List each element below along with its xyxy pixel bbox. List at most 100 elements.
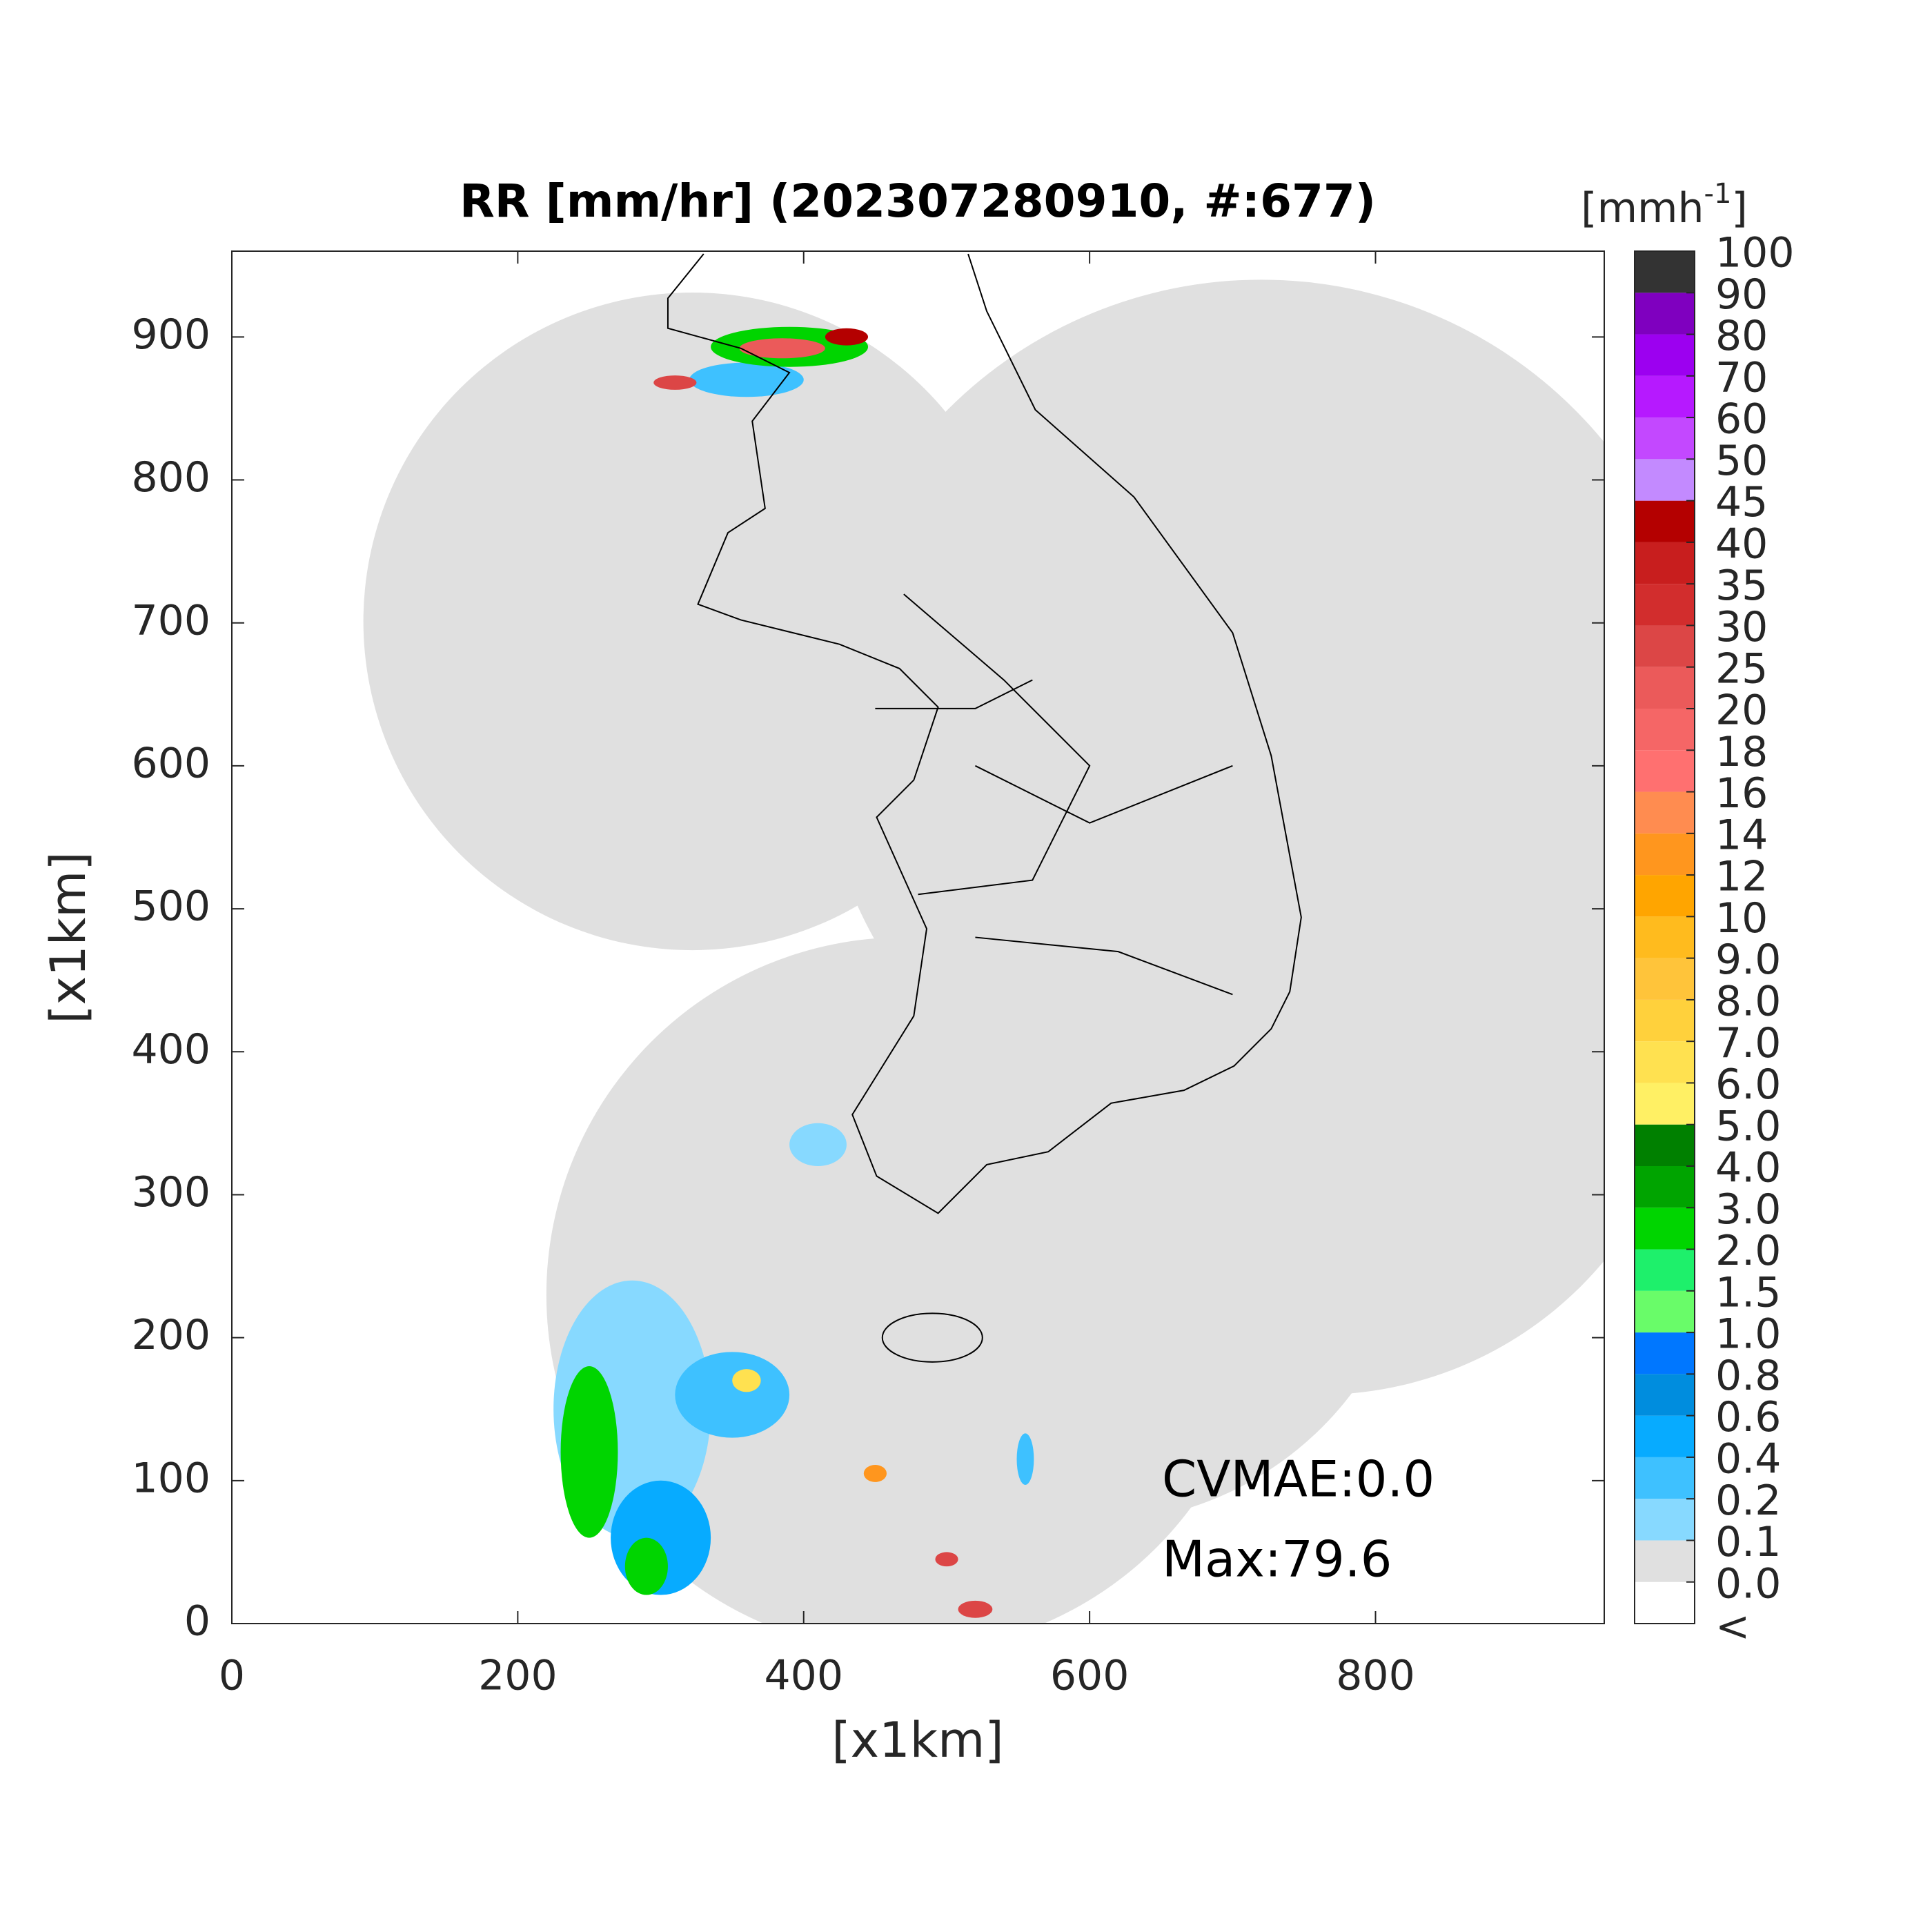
colorbar-label: 0.0 — [1715, 1559, 1781, 1608]
colorbar-segment — [1635, 1415, 1695, 1457]
y-tick-label: 600 — [131, 739, 210, 787]
colorbar-label: 9.0 — [1715, 936, 1781, 984]
colorbar-segment — [1635, 1581, 1695, 1624]
colorbar-label: 14 — [1715, 811, 1768, 859]
colorbar-segment — [1635, 833, 1695, 876]
colorbar-segment — [1635, 958, 1695, 1000]
x-tick-label: 800 — [1336, 1652, 1415, 1700]
colorbar-segment — [1635, 667, 1695, 709]
colorbar-segment — [1635, 1540, 1695, 1582]
colorbar-segment — [1635, 500, 1695, 542]
colorbar-segment — [1635, 1332, 1695, 1374]
y-tick-label: 100 — [131, 1454, 210, 1502]
y-tick-label: 800 — [131, 453, 210, 502]
colorbar-label: 100 — [1715, 229, 1795, 277]
colorbar-label: 35 — [1715, 562, 1768, 610]
colorbar-unit: [mmh-1] — [1581, 178, 1748, 233]
y-axis-label: [x1km] — [40, 851, 97, 1023]
unit-close: ] — [1731, 184, 1747, 233]
colorbar-label: 90 — [1715, 270, 1768, 319]
colorbar-segment — [1635, 584, 1695, 626]
y-tick-label: 900 — [131, 310, 210, 359]
colorbar-label: 70 — [1715, 353, 1768, 402]
x-tick-label: 400 — [764, 1652, 843, 1700]
colorbar-segment — [1635, 293, 1695, 335]
colorbar-segment — [1635, 375, 1695, 418]
colorbar-segment — [1635, 791, 1695, 834]
radar-coverage — [363, 279, 1604, 1624]
colorbar-label: 0.4 — [1715, 1435, 1781, 1483]
colorbar-label: 0.2 — [1715, 1477, 1781, 1525]
colorbar-segment — [1635, 1374, 1695, 1416]
annotation: Max:79.6 — [1162, 1530, 1392, 1588]
x-tick-label: 200 — [478, 1652, 558, 1700]
unit-exponent: -1 — [1704, 178, 1732, 210]
colorbar-segment — [1635, 916, 1695, 958]
colorbar-label: 5.0 — [1715, 1102, 1781, 1150]
colorbar-segment — [1635, 417, 1695, 460]
colorbar-frame — [1634, 250, 1695, 1624]
colorbar-label: 1.0 — [1715, 1310, 1781, 1359]
colorbar-label: 25 — [1715, 644, 1768, 693]
unit-base: [mmh — [1581, 184, 1704, 233]
colorbar-label: 1.5 — [1715, 1268, 1781, 1317]
colorbar-label: 12 — [1715, 853, 1768, 901]
colorbar-label: 16 — [1715, 769, 1768, 818]
plot-frame — [231, 250, 1605, 1624]
colorbar-label: 20 — [1715, 687, 1768, 735]
y-tick-label: 400 — [131, 1025, 210, 1074]
colorbar-segment — [1635, 459, 1695, 501]
x-tick-label: 0 — [219, 1652, 245, 1700]
colorbar-label: 0.6 — [1715, 1393, 1781, 1441]
colorbar-segment — [1635, 1499, 1695, 1541]
y-tick-label: 500 — [131, 883, 210, 931]
colorbar-segment — [1635, 1208, 1695, 1250]
y-tick-label: 700 — [131, 596, 210, 644]
colorbar-label: 0.8 — [1715, 1352, 1781, 1400]
y-tick-label: 200 — [131, 1311, 210, 1359]
chart-title: RR [mm/hr] (202307280910, #:677) — [460, 175, 1376, 228]
annotation: CVMAE:0.0 — [1162, 1450, 1435, 1508]
colorbar-segment — [1635, 1249, 1695, 1291]
coastline — [668, 254, 1301, 1362]
y-tick-label: 300 — [131, 1168, 210, 1216]
colorbar-label: 30 — [1715, 603, 1768, 651]
colorbar-label: 80 — [1715, 312, 1768, 360]
colorbar-label: 18 — [1715, 728, 1768, 776]
colorbar-segment — [1635, 1083, 1695, 1125]
colorbar-label: 50 — [1715, 437, 1768, 485]
colorbar-segment — [1635, 1041, 1695, 1083]
colorbar-segment — [1635, 709, 1695, 751]
colorbar-label: 0.1 — [1715, 1518, 1781, 1566]
colorbar-label: 3.0 — [1715, 1185, 1781, 1234]
colorbar-label: < — [1715, 1603, 1750, 1651]
colorbar-segment — [1635, 1457, 1695, 1499]
map-layer — [363, 254, 1604, 1624]
colorbar-label: 4.0 — [1715, 1144, 1781, 1192]
colorbar-segment — [1635, 1290, 1695, 1333]
colorbar-label: 45 — [1715, 478, 1768, 526]
x-axis-label: [x1km] — [831, 1712, 1003, 1768]
colorbar-segment — [1635, 1166, 1695, 1208]
x-tick-label: 600 — [1050, 1652, 1130, 1700]
colorbar-label: 7.0 — [1715, 1019, 1781, 1067]
colorbar-segment — [1635, 750, 1695, 792]
colorbar-label: 40 — [1715, 520, 1768, 569]
colorbar-label: 10 — [1715, 894, 1768, 943]
rain-cells — [553, 326, 1034, 1618]
y-tick-label: 0 — [184, 1597, 210, 1646]
colorbar-label: 6.0 — [1715, 1061, 1781, 1109]
colorbar-segment — [1635, 875, 1695, 917]
colorbar-segment — [1635, 1124, 1695, 1166]
colorbar-label: 60 — [1715, 395, 1768, 444]
colorbar-segment — [1635, 251, 1695, 293]
colorbar-segment — [1635, 334, 1695, 376]
colorbar-segment — [1635, 625, 1695, 667]
colorbar-label: 8.0 — [1715, 978, 1781, 1026]
map — [363, 254, 1604, 1624]
colorbar-segment — [1635, 999, 1695, 1042]
colorbar-segment — [1635, 542, 1695, 584]
colorbar-label: 2.0 — [1715, 1227, 1781, 1275]
